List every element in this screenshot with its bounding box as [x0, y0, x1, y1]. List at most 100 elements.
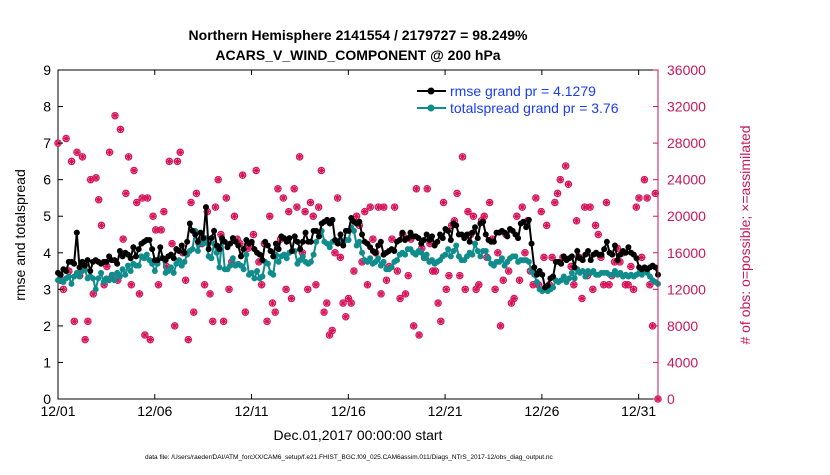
obs-assimilated-marker	[589, 285, 597, 293]
obs-point	[176, 148, 184, 157]
obs-point	[412, 185, 421, 193]
obs-point	[361, 207, 369, 216]
obs-assimilated-marker	[317, 167, 325, 175]
obs-assimilated-marker	[70, 317, 78, 325]
legend-label-spread: totalspread grand pr = 3.76	[450, 100, 619, 116]
rmse-point	[428, 233, 435, 240]
obs-point	[309, 212, 317, 220]
obs-point	[168, 239, 176, 248]
obs-point	[94, 196, 103, 204]
rmse-point	[415, 235, 422, 242]
spread-point	[442, 251, 449, 258]
obs-point	[632, 203, 641, 211]
spread-point	[65, 273, 72, 280]
obs-assimilated-marker	[187, 199, 195, 207]
rmse-point	[170, 255, 177, 262]
obs-assimilated-marker	[312, 281, 320, 289]
obs-assimilated-marker	[201, 281, 209, 289]
rmse-point	[315, 233, 322, 240]
obs-assimilated-marker	[89, 290, 97, 298]
spread-point	[254, 268, 261, 275]
obs-point	[328, 326, 336, 335]
obs-assimilated-marker	[290, 185, 298, 193]
obs-assimilated-marker	[491, 285, 499, 293]
obs-point	[282, 285, 290, 294]
y-right-axis-label: # of obs: o=possible; ×=assimilated	[737, 125, 753, 344]
obs-point	[222, 194, 231, 202]
obs-point	[510, 294, 518, 303]
obs-point	[504, 267, 513, 275]
obs-point	[230, 212, 239, 220]
obs-assimilated-marker	[263, 317, 271, 325]
obs-assimilated-marker	[95, 196, 103, 204]
rmse-point	[264, 242, 271, 249]
obs-assimilated-marker	[279, 194, 287, 202]
spread-point	[240, 266, 247, 273]
obs-assimilated-marker	[225, 285, 233, 293]
obs-point	[564, 180, 573, 188]
obs-assimilated-marker	[92, 174, 100, 182]
spread-point	[106, 277, 113, 284]
obs-assimilated-marker	[556, 176, 564, 184]
rmse-point	[205, 246, 212, 253]
obs-point	[249, 230, 258, 239]
obs-assimilated-marker	[249, 231, 257, 238]
rmse-point	[609, 251, 616, 258]
obs-point	[393, 267, 402, 275]
obs-assimilated-marker	[507, 299, 515, 307]
obs-assimilated-marker	[220, 317, 228, 325]
obs-assimilated-marker	[472, 285, 480, 293]
obs-point	[591, 221, 600, 230]
spread-point	[122, 271, 129, 278]
spread-point	[356, 238, 363, 245]
obs-assimilated-marker	[613, 244, 621, 252]
obs-assimilated-marker	[393, 267, 401, 275]
obs-assimilated-marker	[163, 262, 171, 270]
x-axis-ticks: 12/01 12/06 12/11 12/16 12/21 12/26 12/31	[40, 70, 656, 419]
obs-point	[62, 134, 70, 143]
rmse-point	[447, 236, 454, 243]
spread-point	[168, 264, 175, 271]
rmse-point	[307, 238, 314, 245]
rmse-point	[130, 244, 137, 251]
chart-title-line1: Northern Hemisphere 2141554 / 2179727 = …	[189, 27, 528, 43]
obs-assimilated-marker	[165, 157, 173, 165]
rmse-point	[539, 271, 546, 278]
obs-assimilated-marker	[377, 290, 385, 298]
obs-assimilated-marker	[73, 148, 81, 156]
obs-assimilated-marker	[592, 221, 600, 229]
obs-assimilated-marker	[84, 317, 92, 325]
obs-assimilated-marker	[461, 285, 469, 293]
spread-point	[116, 273, 123, 280]
obs-assimilated-marker	[442, 285, 450, 293]
spread-point	[243, 251, 250, 258]
obs-assimilated-marker	[402, 290, 410, 298]
obs-point	[181, 276, 190, 284]
obs-assimilated-marker	[646, 281, 654, 289]
rmse-point	[345, 227, 352, 234]
obs-assimilated-marker	[396, 294, 404, 302]
y-right-tick-label: 24000	[667, 172, 706, 188]
obs-point	[627, 262, 635, 271]
obs-point	[111, 111, 119, 120]
obs-assimilated-marker	[122, 189, 130, 197]
obs-assimilated-marker	[513, 212, 521, 220]
obs-point	[513, 212, 521, 220]
obs-point	[350, 267, 358, 275]
obs-point	[154, 281, 163, 289]
obs-assimilated-marker	[78, 153, 86, 161]
rmse-point	[474, 235, 481, 242]
obs-assimilated-marker	[127, 281, 135, 289]
rmse-point	[423, 231, 430, 238]
obs-point	[287, 294, 296, 303]
obs-assimilated-marker	[651, 189, 659, 197]
obs-point	[290, 185, 298, 193]
rmse-series	[55, 204, 661, 291]
obs-point	[496, 322, 505, 330]
rmse-point	[116, 247, 123, 254]
obs-assimilated-marker	[350, 267, 358, 275]
obs-assimilated-marker	[306, 199, 314, 207]
rmse-point	[73, 229, 80, 236]
legend: rmse grand pr = 4.1279 totalspread grand…	[413, 78, 625, 118]
